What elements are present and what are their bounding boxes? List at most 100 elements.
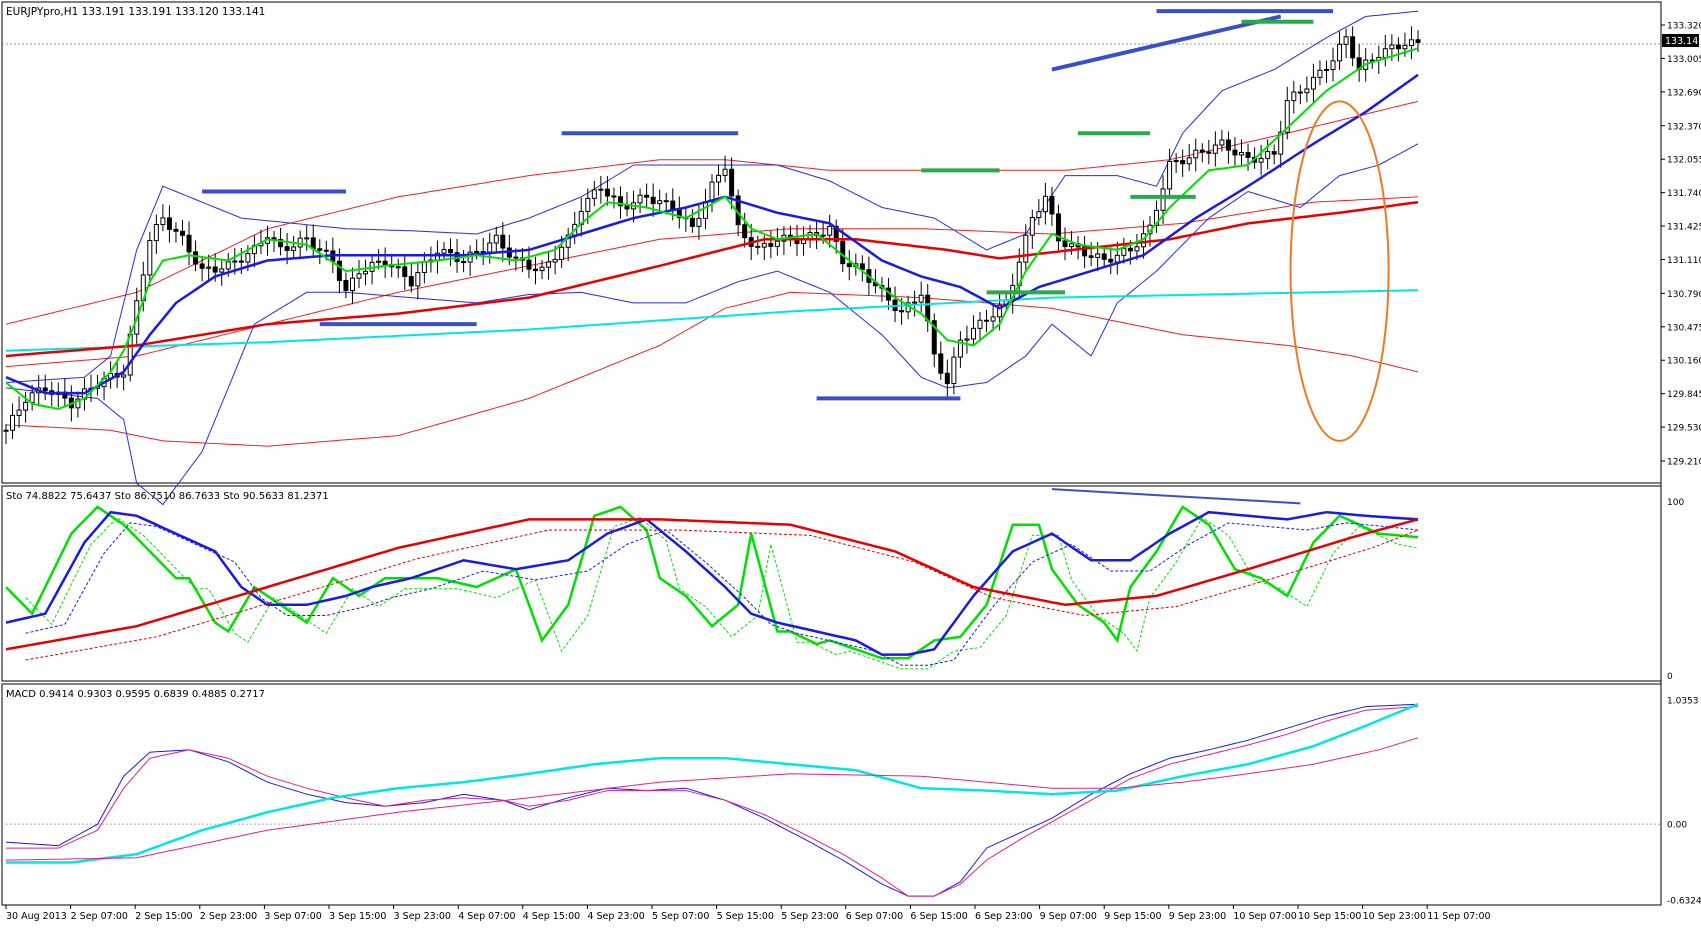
candle-body <box>984 319 990 322</box>
candle-body <box>147 240 153 276</box>
time-tick-label: 30 Aug 2013 <box>6 911 67 922</box>
candle-body <box>1402 44 1408 50</box>
candle-body <box>977 319 983 329</box>
candle-body <box>1291 91 1297 102</box>
time-tick-label: 5 Sep 15:00 <box>717 911 774 922</box>
candle-body <box>1304 88 1310 94</box>
candle-body <box>153 223 159 242</box>
candle-body <box>1369 59 1375 62</box>
candle-body <box>376 260 382 263</box>
candle-body <box>356 273 362 279</box>
candle-body <box>225 261 231 270</box>
main-panel[interactable] <box>1 1 1662 484</box>
candle-body <box>1121 247 1127 256</box>
red-band-lower <box>5 291 1419 447</box>
price-scale-background <box>1661 2 1699 905</box>
candle-body <box>565 234 571 248</box>
candle-body <box>1350 36 1356 59</box>
candle-body <box>918 294 924 303</box>
candle-body <box>173 228 179 232</box>
candle-body <box>1219 139 1225 146</box>
time-tick-label: 11 Sep 07:00 <box>1427 911 1490 922</box>
candle-body <box>160 217 166 225</box>
candle-body <box>938 353 944 374</box>
candle-body <box>657 200 663 205</box>
candle-body <box>774 240 780 247</box>
candle-body <box>382 260 388 265</box>
time-tick-label: 4 Sep 07:00 <box>458 911 515 922</box>
price-tick-label: 131.425 <box>1667 223 1701 233</box>
macd-series-line <box>5 703 1419 897</box>
price-tick-label: 133.320 <box>1667 21 1701 31</box>
candle-body <box>291 246 297 251</box>
candle-body <box>539 266 545 272</box>
candle-body <box>1127 247 1133 252</box>
time-tick-label: 9 Sep 15:00 <box>1104 911 1161 922</box>
candle-body <box>689 217 695 227</box>
candle-body <box>611 195 617 198</box>
candle-body <box>1042 195 1048 213</box>
candle-body <box>232 260 238 263</box>
candle-body <box>1186 157 1192 165</box>
macd-tick-label: -0.6324 <box>1667 897 1701 907</box>
axis-labels-layer: 133.320 133.005 132.690 132.370 132.055 131.7… <box>5 21 1701 922</box>
price-tick-label: 132.370 <box>1667 122 1701 132</box>
candle-body <box>193 251 199 265</box>
candle-body <box>1278 131 1284 155</box>
stochastic-tick-label: 100 <box>1667 498 1684 508</box>
time-tick-label: 2 Sep 23:00 <box>200 911 257 922</box>
macd-label: MACD 0.9414 0.9303 0.9595 0.6839 0.4885 … <box>6 689 265 700</box>
time-tick-label: 6 Sep 15:00 <box>910 911 967 922</box>
candle-body <box>846 263 852 267</box>
price-tick-label: 129.210 <box>1667 458 1701 468</box>
price-tick-label: 131.740 <box>1667 189 1701 199</box>
stochastic-signal-line <box>25 522 1419 666</box>
macd-series-line <box>6 703 1419 864</box>
macd-plot-layer <box>2 703 1661 897</box>
candle-body <box>1055 213 1061 242</box>
candle-body <box>1167 160 1173 190</box>
candle-body <box>415 272 421 287</box>
candle-body <box>899 310 905 313</box>
candle-body <box>1284 100 1290 133</box>
candle-body <box>617 196 623 207</box>
candle-body <box>859 263 865 271</box>
candle-body <box>363 270 369 275</box>
candle-body <box>29 392 35 403</box>
candle-body <box>304 237 310 240</box>
main-plot-layer <box>2 9 1661 506</box>
stochastic-label: Sto 74.8822 75.6437 Sto 86.7510 86.7633 … <box>6 491 329 502</box>
time-tick-label: 3 Sep 15:00 <box>329 911 386 922</box>
current-price-label: 133.141 <box>1665 36 1701 47</box>
candle-body <box>1095 253 1101 258</box>
candle-body <box>827 225 833 236</box>
price-tick-label: 129.845 <box>1667 390 1701 400</box>
candle-body <box>219 268 225 273</box>
candle-body <box>1232 149 1238 156</box>
candle-body <box>925 294 931 322</box>
blue-band-upper <box>5 10 1419 383</box>
macd-series-line <box>6 706 1419 897</box>
macd-series-line <box>5 737 1419 861</box>
candle-body <box>598 188 604 191</box>
candle-body <box>513 256 519 259</box>
candle-body <box>1271 151 1277 155</box>
time-tick-label: 10 Sep 15:00 <box>1298 911 1361 922</box>
macd-panel[interactable] <box>1 683 1662 906</box>
candle-body <box>820 234 826 237</box>
annotation-blue-line <box>1051 14 1282 72</box>
candle-body <box>1337 43 1343 62</box>
time-tick-label: 2 Sep 07:00 <box>71 911 128 922</box>
candle-body <box>761 243 767 248</box>
ema-mid-line <box>5 73 1419 395</box>
candle-body <box>702 201 708 219</box>
candle-body <box>833 225 839 242</box>
candle-body <box>729 168 735 197</box>
time-tick-label: 3 Sep 23:00 <box>394 911 451 922</box>
candle-body <box>1265 151 1271 159</box>
time-tick-label: 10 Sep 07:00 <box>1233 911 1296 922</box>
candle-body <box>1108 258 1114 263</box>
candle-body <box>42 387 48 392</box>
